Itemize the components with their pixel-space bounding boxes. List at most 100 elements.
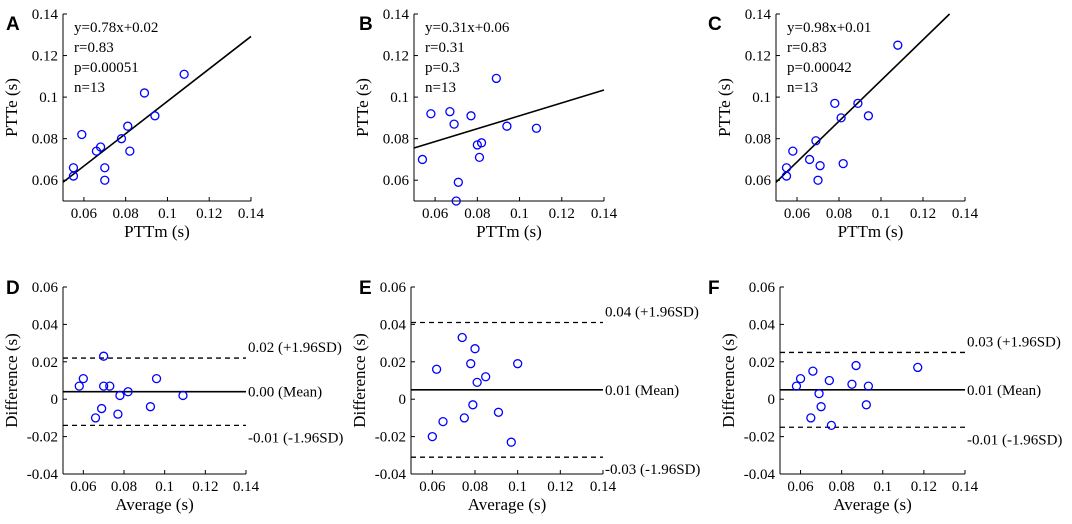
x-axis-label: PTTm (s)	[124, 222, 190, 241]
data-point	[113, 409, 123, 419]
reference-line-label: -0.01 (-1.96SD)	[248, 430, 343, 446]
data-point	[100, 163, 110, 173]
data-point	[531, 123, 542, 133]
data-point	[893, 40, 903, 50]
data-point	[451, 196, 461, 206]
panel-e: E 0.06 0.08 0.1 0.12 0.14 -0.04 -0.02 0 0.02 0.04 0…	[350, 278, 700, 514]
y-tick-label: 0.14	[383, 7, 410, 23]
reference-line-label: 0.03 (+1.96SD)	[967, 334, 1061, 350]
y-tick-label: 0.04	[380, 317, 407, 333]
reference-line-label: 0.01 (Mean)	[967, 383, 1041, 399]
data-point	[96, 403, 107, 414]
stat-annotation: p=0.00051	[74, 60, 139, 76]
y-tick-label: 0.02	[380, 355, 406, 371]
data-point	[513, 359, 523, 369]
y-axis-label: PTTe (s)	[2, 78, 21, 137]
y-tick-label: 0	[51, 392, 59, 408]
x-tick-label: 0.08	[829, 479, 855, 495]
data-point	[502, 121, 512, 131]
data-point	[814, 388, 824, 399]
data-point	[853, 98, 863, 108]
y-tick-label: 0.06	[380, 280, 407, 296]
panel-label: D	[6, 278, 20, 299]
regression-line	[62, 35, 252, 183]
stat-annotation: p=0.00042	[787, 60, 852, 76]
x-tick-label: 0.14	[233, 479, 260, 495]
x-tick-label: 0.12	[911, 479, 937, 495]
data-point	[459, 413, 469, 423]
y-tick-label: 0.06	[32, 173, 59, 189]
data-point	[139, 88, 150, 98]
y-tick-label: 0	[399, 392, 407, 408]
panel-label: A	[6, 14, 20, 35]
data-point	[781, 163, 792, 173]
y-tick-label: 0.12	[383, 49, 409, 65]
data-point	[116, 134, 127, 144]
y-axis-label: Difference (s)	[719, 333, 738, 428]
panel-b: B 0.06 0.08 0.1 0.12 0.14 0.06 0.08 0.1 0.12 0.14 P…	[353, 7, 618, 241]
y-tick-label: 0.12	[32, 49, 58, 65]
x-tick-label: 0.12	[192, 479, 218, 495]
data-point	[445, 107, 455, 117]
y-tick-label: 0.08	[383, 132, 409, 148]
panel-label: F	[708, 278, 720, 299]
x-tick-label: 0.1	[510, 206, 529, 222]
data-point	[806, 413, 816, 423]
stat-annotation: r=0.31	[425, 40, 465, 56]
y-axis-label: PTTe (s)	[715, 78, 734, 137]
panel-c: C 0.06 0.08 0.1 0.12 0.14 0.06 0.08 0.1 0.12 0.14 P…	[708, 7, 979, 241]
panel-label: E	[359, 278, 372, 299]
data-point	[474, 152, 485, 163]
x-tick-label: 0.08	[111, 479, 137, 495]
x-axis-label: PTTm (s)	[838, 222, 904, 241]
panel-d: D 0.06 0.08 0.1 0.12 0.14 -0.04 -0.02 0 0.02 0.04 0…	[2, 278, 343, 514]
data-point	[457, 332, 467, 343]
y-tick-label: 0.1	[39, 90, 58, 106]
y-tick-label: 0.1	[390, 90, 409, 106]
stat-annotation: y=0.98x+0.01	[787, 20, 871, 36]
data-point	[847, 379, 857, 389]
panel-f: F 0.06 0.08 0.1 0.12 0.14 -0.04 -0.02 0 0.02 0.04 0…	[708, 278, 1062, 514]
data-point	[179, 69, 189, 79]
stat-annotation: r=0.83	[787, 40, 827, 56]
data-point	[95, 142, 106, 152]
x-tick-label: 0.06	[71, 206, 98, 222]
data-point	[466, 359, 476, 369]
data-point	[438, 416, 448, 427]
data-point	[816, 402, 826, 412]
data-point	[491, 73, 501, 84]
reference-line-label: -0.03 (-1.96SD)	[605, 462, 700, 478]
y-tick-label: 0.14	[32, 7, 59, 23]
data-point	[863, 381, 874, 391]
data-point	[178, 390, 188, 401]
x-axis-label: PTTm (s)	[476, 222, 542, 241]
y-tick-label: 0.02	[749, 355, 775, 371]
stat-annotation: n=13	[425, 80, 456, 96]
x-tick-label: 0.06	[419, 479, 446, 495]
data-point	[838, 158, 848, 169]
x-tick-label: 0.12	[196, 206, 222, 222]
data-point	[99, 351, 109, 361]
stat-annotation: n=13	[787, 80, 818, 96]
y-tick-label: -0.02	[27, 430, 58, 446]
data-point	[74, 381, 84, 391]
data-point	[427, 431, 437, 442]
data-point	[123, 121, 133, 131]
panel-label: B	[359, 14, 373, 35]
data-point	[125, 146, 135, 156]
data-point	[68, 163, 79, 173]
y-tick-label: 0.02	[32, 355, 58, 371]
data-point	[151, 373, 162, 384]
reference-line-label: 0.01 (Mean)	[605, 383, 679, 399]
y-tick-label: 0.12	[745, 49, 771, 65]
x-tick-label: 0.06	[787, 479, 814, 495]
x-tick-label: 0.06	[784, 206, 811, 222]
y-tick-label: -0.04	[27, 467, 59, 483]
panel-a: A 0.06 0.08 0.1 0.12 0.14 0.06 0.08 0.1 0.12 0.14 P…	[2, 7, 265, 241]
reference-line-label: 0.00 (Mean)	[248, 385, 322, 401]
y-tick-label: -0.04	[744, 467, 776, 483]
y-axis-label: Difference (s)	[2, 333, 21, 428]
data-point	[123, 387, 133, 397]
data-point	[781, 171, 792, 181]
